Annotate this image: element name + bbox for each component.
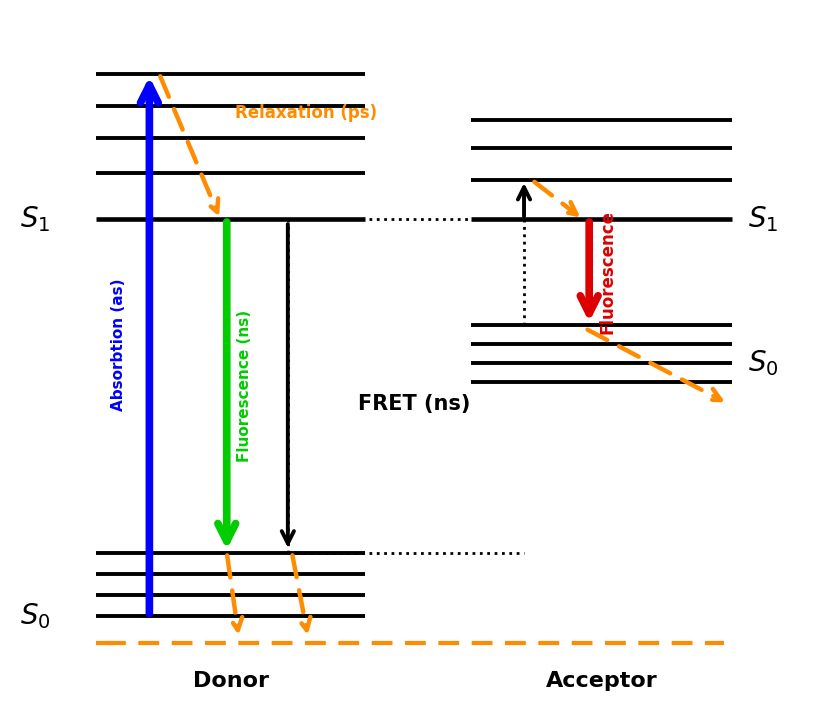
Text: $S_1$: $S_1$ <box>747 204 777 234</box>
Text: $S_1$: $S_1$ <box>20 204 51 234</box>
Text: $S_0$: $S_0$ <box>20 601 51 631</box>
Text: Absorbtion (as): Absorbtion (as) <box>111 279 126 411</box>
Text: Relaxation (ps): Relaxation (ps) <box>234 104 377 122</box>
Text: Acceptor: Acceptor <box>545 671 657 691</box>
Text: Donor: Donor <box>192 671 269 691</box>
Text: Fluorescence (ns): Fluorescence (ns) <box>237 310 252 462</box>
Text: FRET (ns): FRET (ns) <box>357 394 469 413</box>
Text: $S_0$: $S_0$ <box>747 348 777 378</box>
Text: Fluorescence: Fluorescence <box>597 210 615 334</box>
